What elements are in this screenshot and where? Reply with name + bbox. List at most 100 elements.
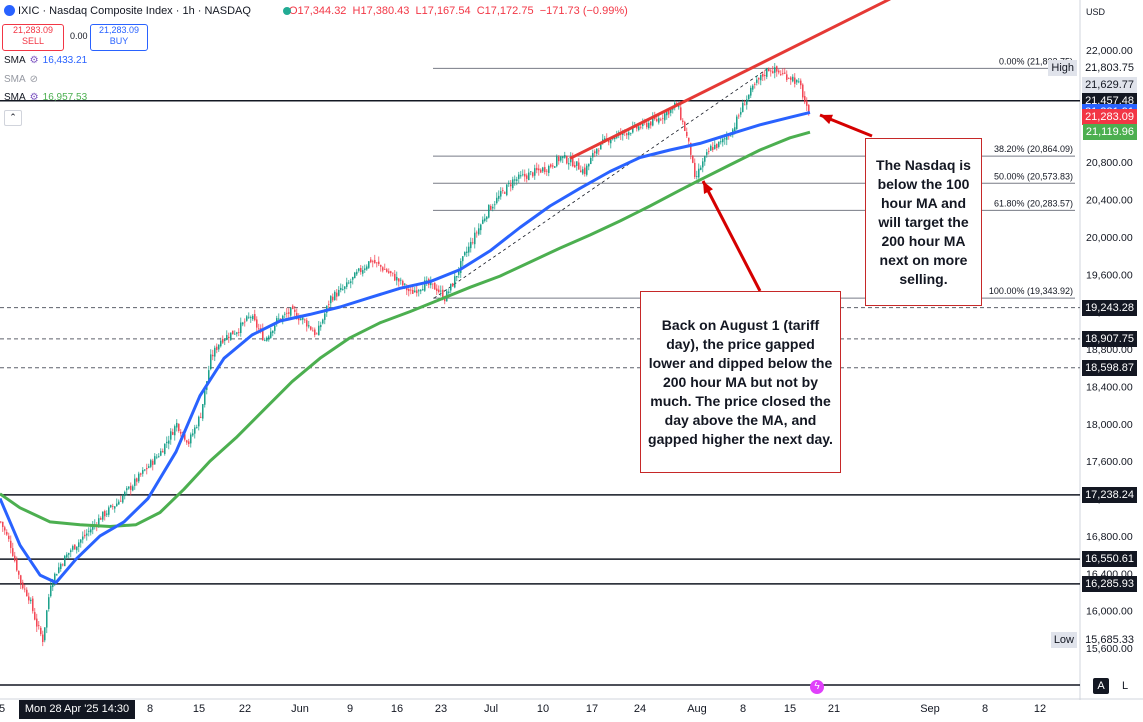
candle-body <box>2 521 4 528</box>
candle-body <box>554 166 556 168</box>
candle-body <box>370 259 372 263</box>
candle-body <box>128 486 130 489</box>
candle-body <box>718 141 720 147</box>
price-axis-label: 21,119.96 <box>1082 124 1137 141</box>
buy-button[interactable]: 21,283.09 BUY <box>90 24 148 51</box>
candle-body <box>36 618 38 627</box>
price-axis-label: 18,907.75 <box>1082 330 1137 347</box>
candle-body <box>20 575 22 584</box>
candle-body <box>794 77 796 84</box>
candle-body <box>366 266 368 270</box>
candle-body <box>338 289 340 296</box>
candle-body <box>674 102 676 106</box>
candle-body <box>560 156 562 161</box>
candle-body <box>454 276 456 288</box>
candle-body <box>134 478 136 486</box>
collapse-chevron-icon[interactable]: ⌃ <box>4 110 22 126</box>
candle-body <box>434 282 436 290</box>
candle-body <box>202 404 204 419</box>
candle-body <box>342 289 344 290</box>
candle-body <box>570 157 572 163</box>
candle-body <box>64 555 66 567</box>
candle-body <box>440 290 442 292</box>
candle-body <box>116 503 118 507</box>
candle-body <box>44 627 46 641</box>
candle-body <box>546 170 548 172</box>
candle-body <box>770 70 772 72</box>
candle-body <box>398 278 400 282</box>
candle-body <box>6 532 8 535</box>
candle-body <box>308 325 310 327</box>
candle-body <box>18 571 20 575</box>
candle-body <box>414 290 416 293</box>
candle-body <box>278 318 280 320</box>
auto-scale-button[interactable]: A <box>1093 678 1109 694</box>
indicator-sma-200[interactable]: SMA ⚙ 16,957.53 <box>4 90 87 104</box>
candle-body <box>54 573 56 582</box>
candle-body <box>708 151 710 152</box>
annotation-ma-target: The Nasdaq is below the 100 hour MA and … <box>865 138 982 306</box>
candle-body <box>138 473 140 482</box>
candle-body <box>464 252 466 256</box>
candle-body <box>410 289 412 291</box>
candle-body <box>4 527 6 531</box>
fib-level-label: 0.00% (21,803.75) <box>999 56 1073 66</box>
event-bolt-icon[interactable]: ϟ <box>810 680 824 694</box>
candle-body <box>282 315 284 320</box>
candle-body <box>408 289 410 292</box>
settings-icon[interactable]: ⚙ <box>29 91 39 103</box>
symbol-title[interactable]: IXIC · Nasdaq Composite Index · 1h · NAS… <box>18 5 251 17</box>
candle-body <box>694 162 696 177</box>
price-tick-label: 16,800.00 <box>1086 531 1133 543</box>
candle-body <box>76 546 78 551</box>
candle-body <box>396 276 398 281</box>
candle-body <box>492 206 494 209</box>
candle-body <box>420 289 422 292</box>
candle-body <box>358 268 360 271</box>
candle-body <box>486 216 488 220</box>
spread-value: 0.00 <box>70 31 88 41</box>
candle-body <box>248 316 250 318</box>
candle-body <box>86 533 88 536</box>
candle-body <box>404 283 406 285</box>
candle-body <box>416 290 418 294</box>
candle-body <box>200 416 202 418</box>
candle-body <box>90 529 92 533</box>
price-axis-label: 21,283.09 <box>1082 108 1137 125</box>
candle-body <box>678 106 680 108</box>
sell-button[interactable]: 21,283.09 SELL <box>2 24 64 51</box>
candle-body <box>188 441 190 445</box>
candle-body <box>314 329 316 335</box>
log-scale-button[interactable]: L <box>1121 680 1129 692</box>
candle-body <box>750 87 752 96</box>
time-tick-label: 15 <box>784 703 796 715</box>
candle-body <box>804 96 806 103</box>
market-status-icon <box>283 7 291 15</box>
candle-body <box>488 204 490 218</box>
candle-body <box>388 271 390 273</box>
candle-body <box>274 325 276 331</box>
eye-hidden-icon[interactable]: ⊘ <box>29 73 39 85</box>
candle-body <box>686 132 688 137</box>
currency-label[interactable]: USD <box>1086 7 1106 17</box>
candle-body <box>292 305 294 309</box>
indicator-sma-100[interactable]: SMA ⚙ 16,433.21 <box>4 53 87 67</box>
candle-body <box>174 426 176 436</box>
price-axis-label: 15,685.33 <box>1085 634 1134 647</box>
candle-body <box>216 346 218 350</box>
candle-body <box>506 184 508 196</box>
candle-body <box>324 313 326 320</box>
candle-body <box>520 175 522 177</box>
candle-body <box>788 78 790 80</box>
candle-body <box>364 268 366 270</box>
candle-body <box>14 555 16 561</box>
settings-icon[interactable]: ⚙ <box>29 54 39 66</box>
price-axis-label: 16,285.93 <box>1082 575 1137 592</box>
candle-body <box>564 155 566 158</box>
candle-body <box>306 320 308 327</box>
indicator-sma-hidden[interactable]: SMA ⊘ <box>4 72 38 86</box>
candle-body <box>82 536 84 540</box>
candle-body <box>210 354 212 370</box>
candle-body <box>38 625 40 627</box>
